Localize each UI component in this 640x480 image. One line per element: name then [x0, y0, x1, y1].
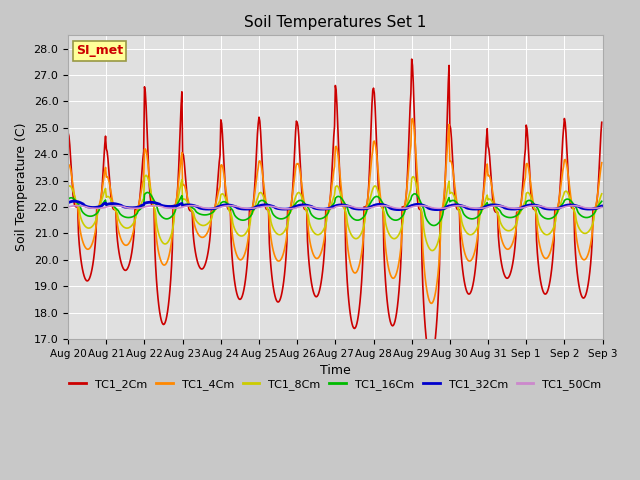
- TC1_8Cm: [207, 216, 215, 222]
- TC1_32Cm: [395, 207, 403, 213]
- TC1_4Cm: [151, 215, 159, 220]
- TC1_32Cm: [515, 206, 523, 212]
- TC1_8Cm: [515, 212, 523, 217]
- TC1_8Cm: [549, 226, 557, 231]
- TC1_50Cm: [283, 206, 291, 212]
- TC1_16Cm: [144, 190, 152, 195]
- TC1_2Cm: [549, 250, 557, 255]
- Line: TC1_32Cm: TC1_32Cm: [68, 201, 602, 210]
- TC1_4Cm: [239, 256, 246, 262]
- TC1_4Cm: [549, 236, 557, 242]
- TC1_32Cm: [598, 203, 605, 209]
- TC1_8Cm: [598, 191, 605, 197]
- Y-axis label: Soil Temperature (C): Soil Temperature (C): [15, 123, 28, 252]
- TC1_50Cm: [80, 204, 88, 209]
- TC1_8Cm: [64, 184, 72, 190]
- TC1_2Cm: [239, 293, 246, 299]
- TC1_50Cm: [152, 203, 159, 209]
- TC1_2Cm: [79, 270, 87, 276]
- TC1_4Cm: [79, 240, 87, 246]
- TC1_8Cm: [142, 172, 150, 178]
- Line: TC1_4Cm: TC1_4Cm: [68, 119, 602, 303]
- TC1_2Cm: [408, 56, 415, 62]
- TC1_16Cm: [64, 196, 72, 202]
- TC1_50Cm: [207, 205, 215, 211]
- TC1_4Cm: [515, 208, 523, 214]
- TC1_32Cm: [239, 206, 247, 212]
- TC1_50Cm: [239, 205, 247, 211]
- TC1_16Cm: [549, 215, 557, 220]
- TC1_50Cm: [515, 205, 523, 211]
- TC1_4Cm: [64, 162, 72, 168]
- Title: Soil Temperatures Set 1: Soil Temperatures Set 1: [244, 15, 426, 30]
- TC1_50Cm: [73, 203, 81, 208]
- TC1_32Cm: [549, 206, 557, 212]
- Line: TC1_50Cm: TC1_50Cm: [68, 205, 602, 209]
- TC1_16Cm: [79, 210, 87, 216]
- Line: TC1_16Cm: TC1_16Cm: [68, 192, 602, 226]
- TC1_16Cm: [430, 223, 438, 228]
- TC1_16Cm: [598, 198, 605, 204]
- Legend: TC1_2Cm, TC1_4Cm, TC1_8Cm, TC1_16Cm, TC1_32Cm, TC1_50Cm: TC1_2Cm, TC1_4Cm, TC1_8Cm, TC1_16Cm, TC1…: [65, 374, 606, 394]
- TC1_2Cm: [598, 120, 605, 125]
- TC1_16Cm: [239, 217, 247, 223]
- TC1_50Cm: [549, 205, 557, 211]
- TC1_2Cm: [207, 229, 214, 235]
- TC1_8Cm: [152, 211, 159, 216]
- TC1_32Cm: [80, 202, 88, 208]
- Text: SI_met: SI_met: [76, 45, 124, 58]
- TC1_2Cm: [151, 246, 159, 252]
- TC1_4Cm: [428, 300, 435, 306]
- TC1_32Cm: [70, 198, 78, 204]
- TC1_4Cm: [598, 160, 605, 166]
- Line: TC1_2Cm: TC1_2Cm: [68, 59, 602, 360]
- TC1_8Cm: [79, 221, 87, 227]
- Line: TC1_8Cm: TC1_8Cm: [68, 175, 602, 251]
- TC1_2Cm: [427, 357, 435, 363]
- TC1_32Cm: [152, 200, 159, 206]
- TC1_16Cm: [515, 210, 523, 216]
- TC1_8Cm: [239, 233, 247, 239]
- TC1_4Cm: [409, 116, 417, 121]
- TC1_32Cm: [64, 200, 72, 205]
- TC1_32Cm: [207, 206, 215, 212]
- X-axis label: Time: Time: [320, 364, 351, 377]
- TC1_16Cm: [207, 210, 215, 216]
- TC1_16Cm: [152, 201, 159, 206]
- TC1_8Cm: [429, 248, 436, 253]
- TC1_2Cm: [64, 130, 72, 136]
- TC1_4Cm: [207, 221, 214, 227]
- TC1_50Cm: [598, 204, 605, 210]
- TC1_2Cm: [515, 209, 523, 215]
- TC1_50Cm: [64, 204, 72, 210]
